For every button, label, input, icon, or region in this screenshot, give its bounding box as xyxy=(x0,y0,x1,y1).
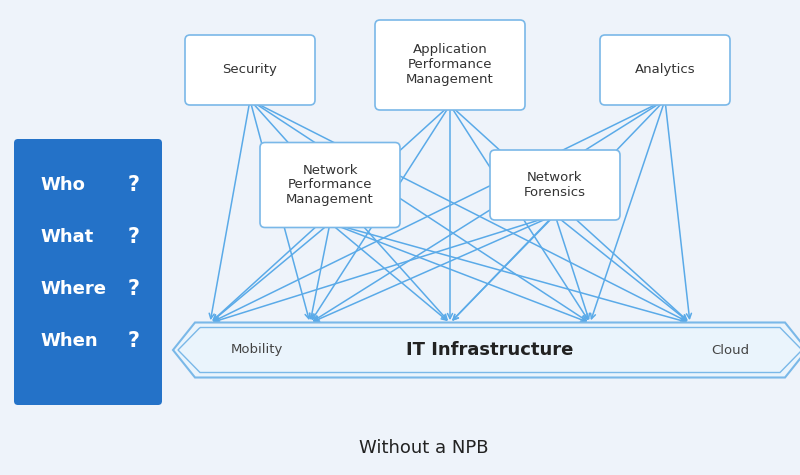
Text: Application
Performance
Management: Application Performance Management xyxy=(406,44,494,86)
FancyBboxPatch shape xyxy=(600,35,730,105)
Text: What: What xyxy=(40,228,94,246)
Polygon shape xyxy=(173,323,800,378)
Text: Where: Where xyxy=(40,280,106,298)
FancyBboxPatch shape xyxy=(260,142,400,228)
Text: Who: Who xyxy=(40,176,85,194)
FancyBboxPatch shape xyxy=(490,150,620,220)
Text: Mobility: Mobility xyxy=(231,343,283,357)
Text: ?: ? xyxy=(128,175,140,195)
Text: Network
Performance
Management: Network Performance Management xyxy=(286,163,374,207)
Text: When: When xyxy=(40,332,98,350)
Text: Without a NPB: Without a NPB xyxy=(359,439,489,457)
Text: ?: ? xyxy=(128,227,140,247)
FancyBboxPatch shape xyxy=(14,139,162,405)
Text: ?: ? xyxy=(128,331,140,351)
Text: Cloud: Cloud xyxy=(711,343,749,357)
FancyBboxPatch shape xyxy=(375,20,525,110)
Text: ?: ? xyxy=(128,279,140,299)
Text: IT Infrastructure: IT Infrastructure xyxy=(406,341,574,359)
FancyBboxPatch shape xyxy=(185,35,315,105)
Text: Analytics: Analytics xyxy=(634,64,695,76)
Text: Network
Forensics: Network Forensics xyxy=(524,171,586,199)
Text: Security: Security xyxy=(222,64,278,76)
